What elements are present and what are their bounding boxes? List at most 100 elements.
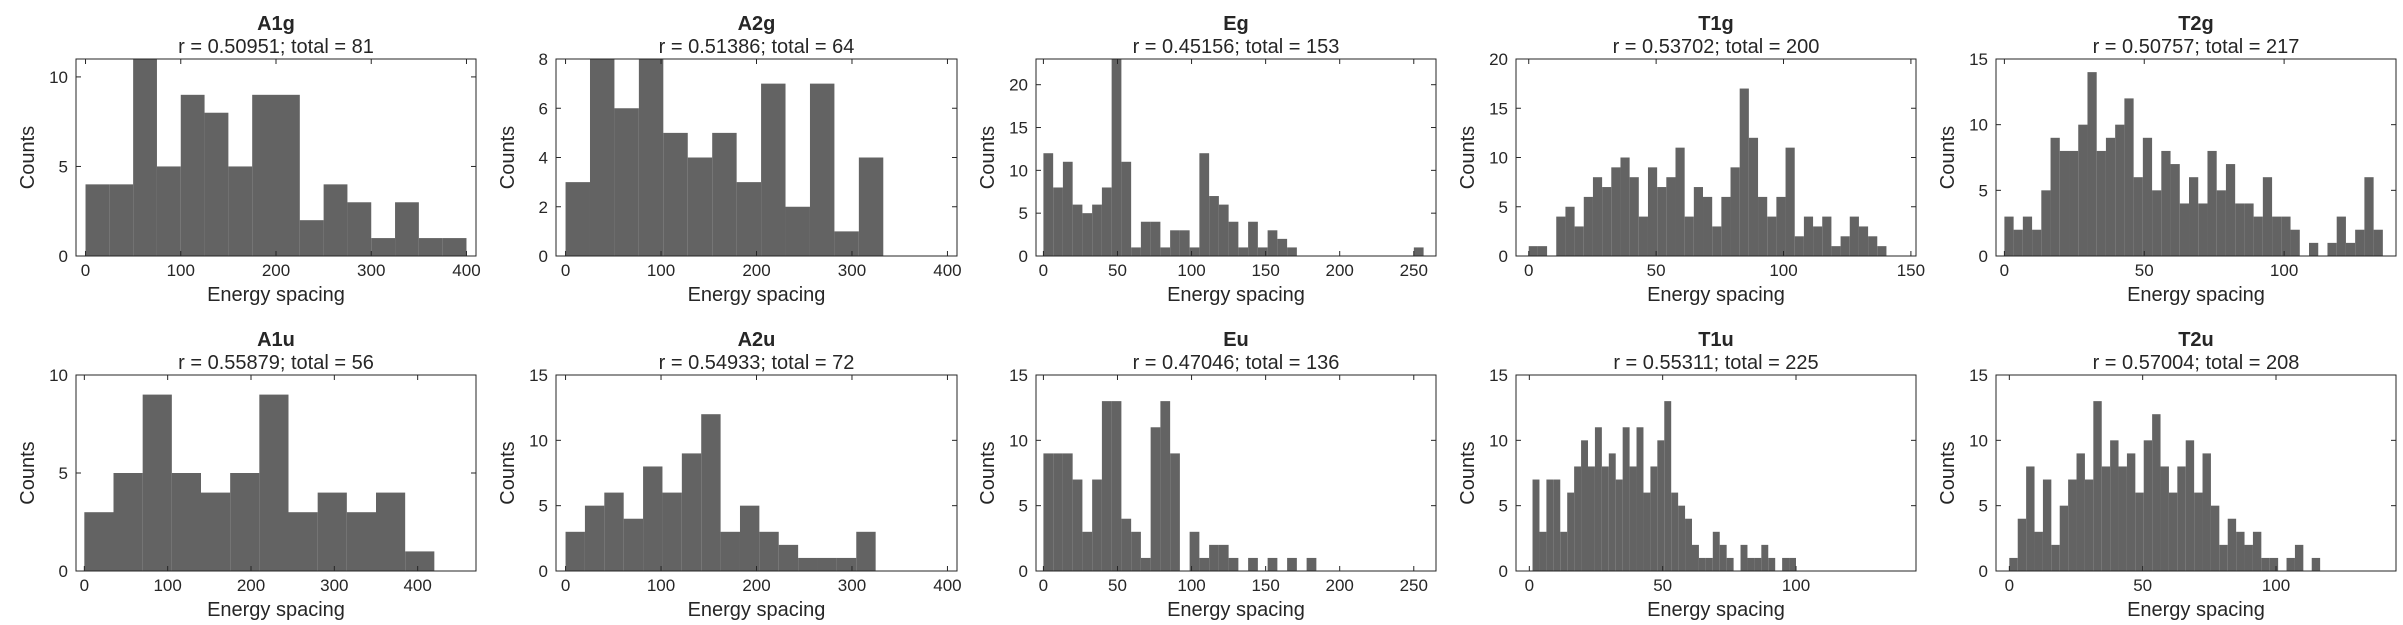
axes-box [1035,374,1437,572]
histogram-bar [2311,557,2321,571]
x-tick-label: 200 [742,576,770,595]
histogram-bar [1560,531,1568,571]
y-tick-label: 0 [1019,247,1028,266]
histogram-bar [1532,479,1540,571]
histogram-bar [1209,544,1219,571]
panel-title: A1u [257,329,295,351]
histogram-bar [1082,531,1093,571]
y-tick-label: 15 [1489,366,1508,385]
histogram-bar [836,557,857,571]
histogram-bar [2126,453,2136,571]
histogram-bar [1678,505,1686,571]
y-tick-label: 15 [1969,50,1988,69]
histogram-bar [133,59,157,256]
histogram-bar [442,238,467,256]
x-tick-label: 100 [647,576,675,595]
histogram-bar [1664,401,1672,571]
histogram-bar [1111,401,1122,571]
histogram-bar [1592,177,1603,256]
panel-title: T2u [2178,329,2214,351]
histogram-bar [1739,88,1749,256]
histogram-bar [1062,161,1073,256]
y-tick-label: 0 [1019,562,1028,581]
histogram-bar [142,394,172,571]
histogram-bar [2290,229,2300,256]
panel-subtitle: r = 0.47046; total = 136 [1133,352,1340,374]
histogram-bar [565,531,585,571]
x-tick-label: 0 [1524,261,1533,280]
histogram-bar [1768,557,1776,571]
y-tick-label: 5 [1499,198,1508,217]
y-axis-label: Counts [1457,126,1479,189]
histogram-bar [317,492,347,571]
histogram-bar [2202,453,2211,571]
histogram-bar [1053,187,1063,256]
histogram-bar [259,394,289,571]
histogram-bar [2272,216,2282,256]
y-tick-label: 10 [1009,161,1028,180]
histogram-bar [1072,204,1083,256]
histogram-bar [1650,466,1658,571]
histogram-bar [1858,226,1869,256]
x-axis-label: Energy spacing [2127,599,2265,621]
x-tick-label: 250 [1400,261,1428,280]
histogram-bar [1782,557,1790,571]
histogram-bar [2118,466,2127,571]
x-tick-label: 0 [2000,261,2009,280]
histogram-bar [2004,216,2014,256]
histogram-bar [1705,557,1713,571]
y-tick-label: 5 [1979,181,1988,200]
panel-subtitle: r = 0.50951; total = 81 [178,36,374,58]
histogram-bar [2084,479,2094,571]
histogram-bar [2252,531,2262,571]
x-tick-label: 150 [1251,576,1279,595]
y-tick-label: 4 [539,149,548,168]
histogram-bar [1615,479,1623,571]
histogram-bar [1638,216,1648,256]
histogram-bar [230,473,260,571]
histogram-bar [2068,479,2077,571]
histogram-bar [1822,216,1832,256]
histogram-bar [109,184,134,256]
y-tick-label: 5 [1019,497,1028,516]
y-tick-label: 15 [1009,366,1028,385]
histogram-bar [252,94,276,256]
histogram-bar [1601,466,1609,571]
histogram-bar [2210,505,2220,571]
panel-subtitle: r = 0.51386; total = 64 [659,36,855,58]
histogram-bar [614,108,639,256]
panel-title: T1u [1698,329,1734,351]
histogram-bar [1306,557,1317,571]
histogram-bar [2059,505,2069,571]
y-tick-label: 5 [1979,497,1988,516]
y-tick-label: 5 [1499,497,1508,516]
axes-box [1995,374,2397,572]
histogram-bar [687,157,713,256]
histogram-bar [2373,229,2383,256]
histogram-bar [288,512,318,571]
histogram-bar [736,182,762,257]
histogram-bar [2051,544,2060,571]
histogram-bar [2253,216,2263,256]
histogram-bar [2096,150,2106,256]
x-tick-label: 150 [1897,261,1925,280]
histogram-bar [1567,492,1575,571]
histogram-bar [2133,177,2143,256]
histogram-bar [2227,518,2237,571]
y-axis-label: Counts [977,441,999,504]
histogram-bar [405,551,435,571]
histogram-bar [1730,167,1740,256]
y-tick-label: 15 [1969,366,1988,385]
x-axis-label: Energy spacing [688,599,826,621]
y-tick-label: 10 [1969,116,1988,135]
panel-title: A1g [257,13,295,35]
y-tick-label: 5 [1019,204,1028,223]
panel-subtitle: r = 0.54933; total = 72 [659,352,855,374]
histogram-bar [1160,401,1171,571]
x-tick-label: 50 [1653,576,1672,595]
panel-title: Eg [1223,13,1249,35]
histogram-bar [604,492,624,571]
histogram-bar [2124,98,2134,257]
